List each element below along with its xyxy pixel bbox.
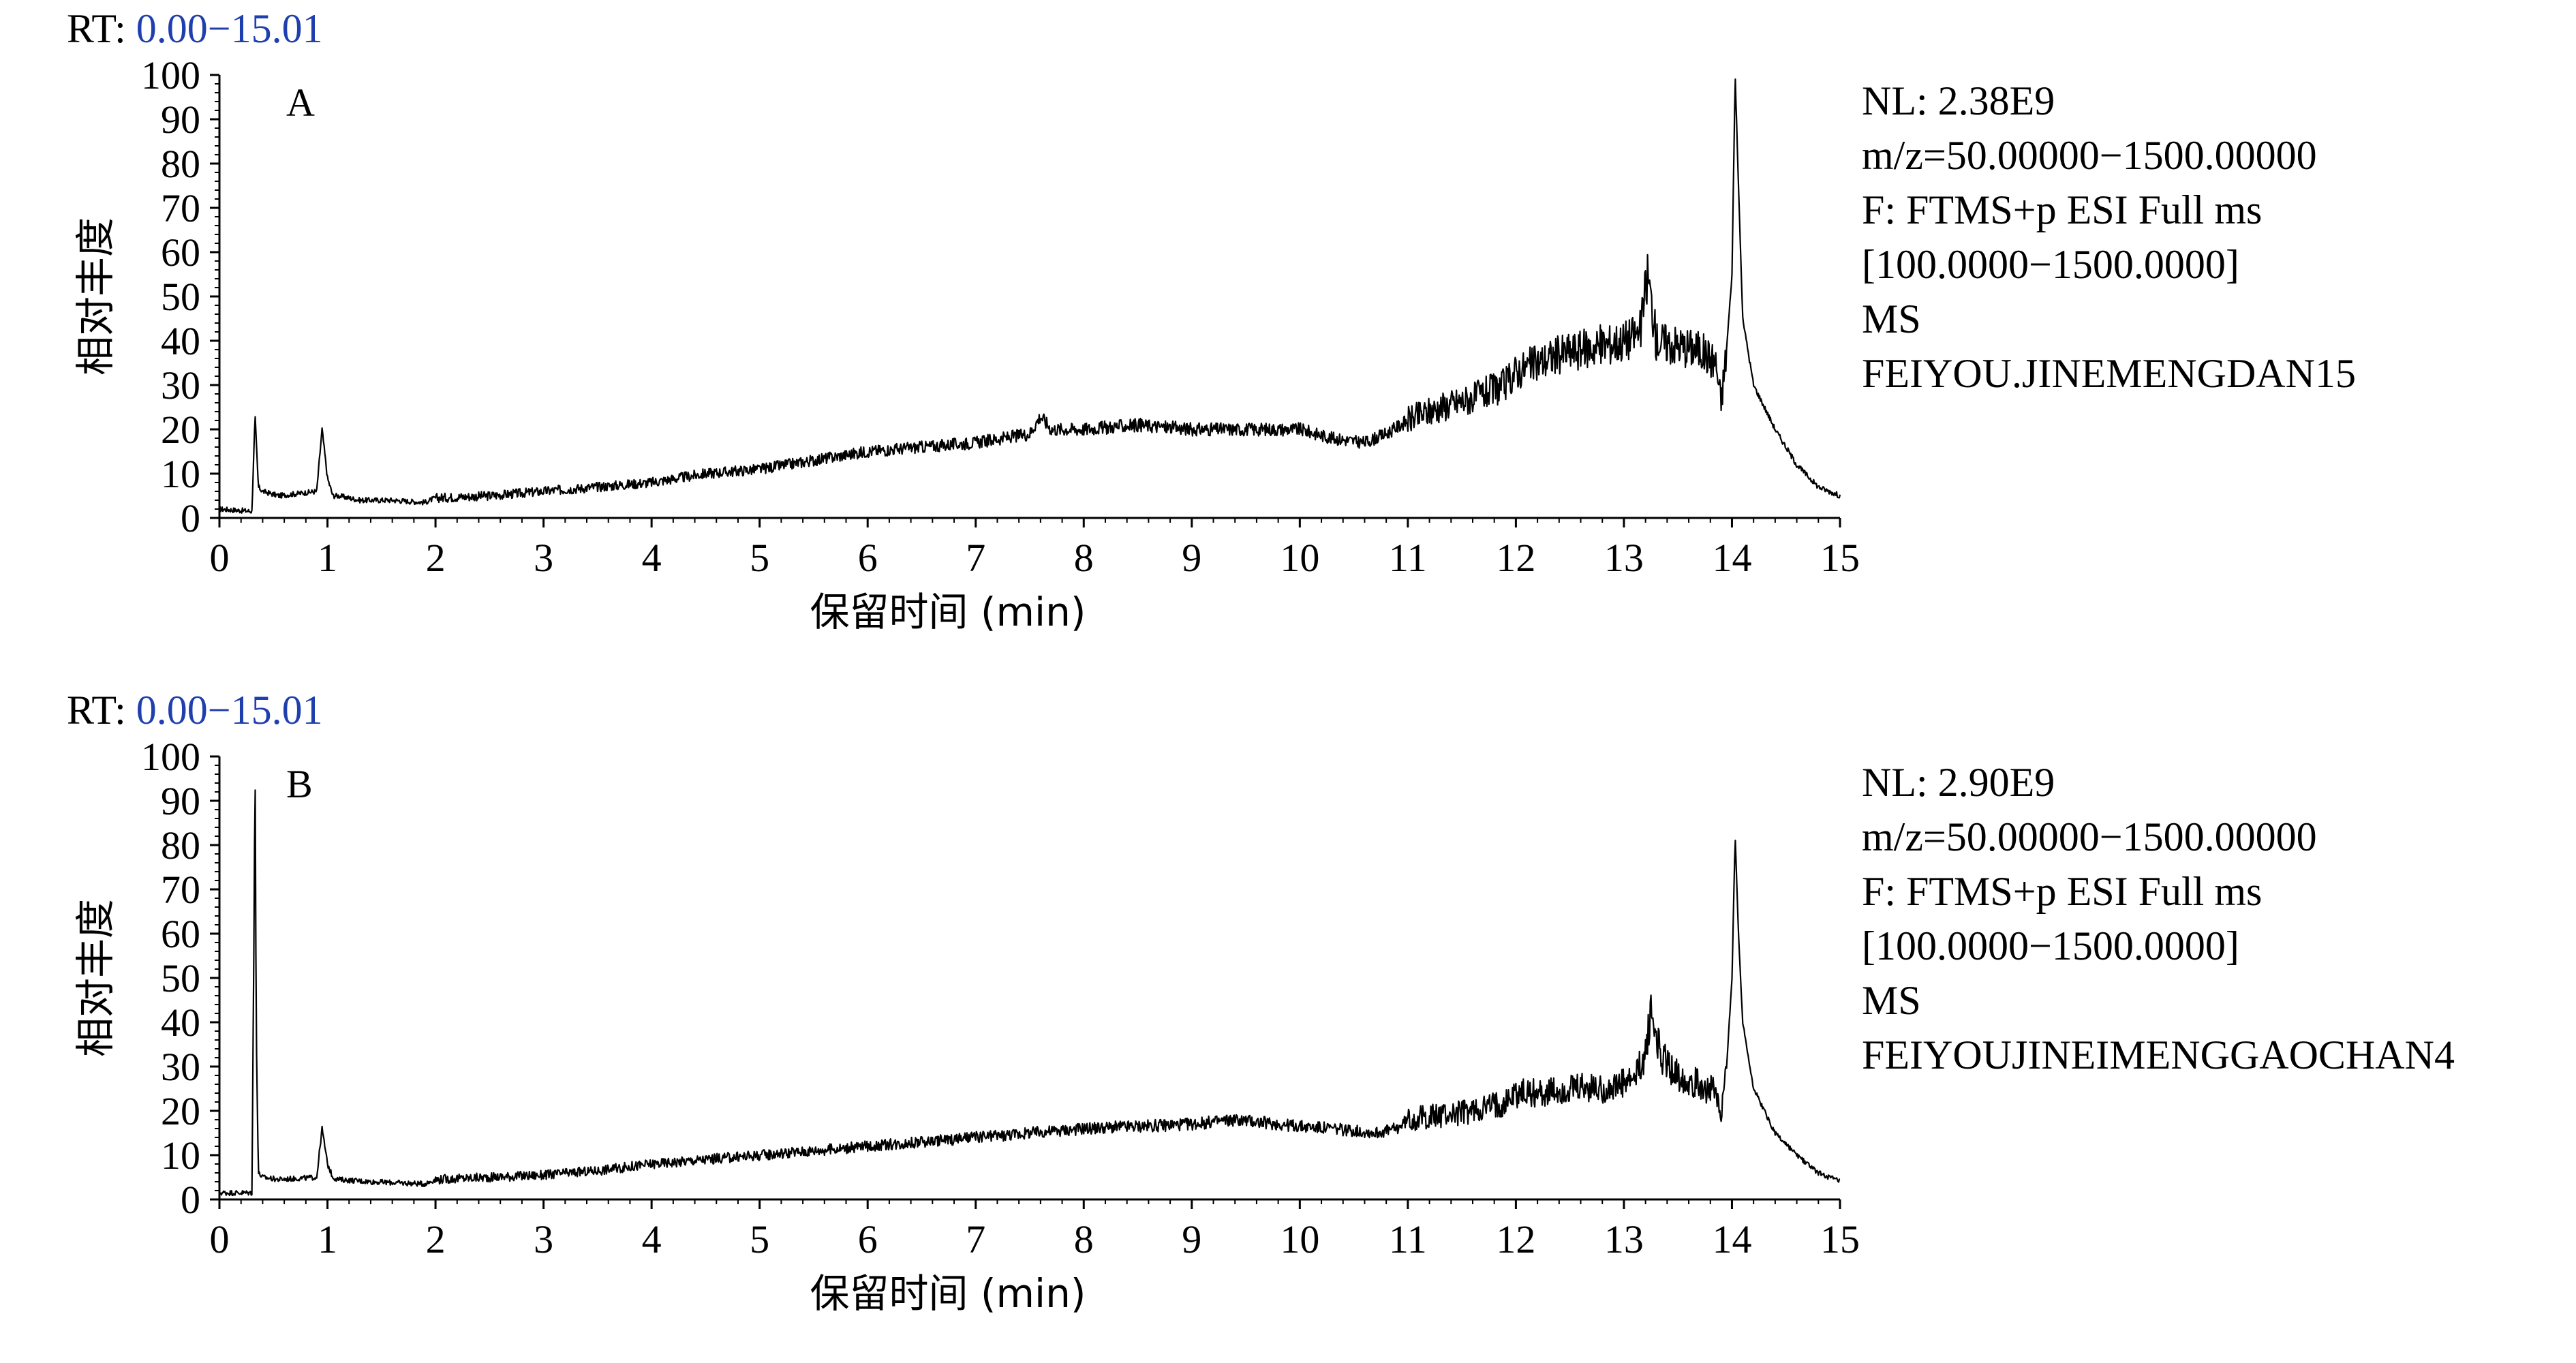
x-tick-label: 0 [210,1217,230,1261]
x-tick-label: 15 [1820,536,1860,580]
y-axis-title: 相对丰度 [72,899,119,1057]
y-tick-label: 10 [161,452,200,496]
x-tick-label: 10 [1280,536,1319,580]
y-tick-label: 100 [141,735,200,779]
x-tick-label: 8 [1074,536,1094,580]
y-tick-label: 40 [161,1000,200,1045]
x-tick-label: 5 [750,536,769,580]
x-axis-title: 保留时间 (min) [810,1270,1086,1317]
y-tick-label: 0 [181,496,200,540]
mz-range: m/z=50.00000−1500.00000 [1862,133,2317,178]
x-tick-label: 15 [1820,1217,1860,1261]
x-tick-label: 12 [1496,1217,1535,1261]
mz-range: m/z=50.00000−1500.00000 [1862,814,2317,859]
rt-range-label: RT: 0.00−15.01 [67,6,323,51]
y-tick-label: 80 [161,823,200,868]
y-tick-label: 60 [161,230,200,275]
chromatogram-trace [218,789,1841,1197]
x-tick-label: 12 [1496,536,1535,580]
scan-info-block: NL: 2.90E9 m/z=50.00000−1500.00000 F: FT… [1862,755,2455,1082]
y-tick-label: 0 [181,1178,200,1222]
x-tick-label: 11 [1389,536,1427,580]
x-tick-label: 0 [210,536,230,580]
chromatogram-trace [219,78,1841,514]
x-tick-label: 3 [534,536,553,580]
x-tick-label: 14 [1712,536,1751,580]
x-tick-label: 7 [966,536,985,580]
y-tick-label: 70 [161,868,200,912]
x-tick-label: 2 [426,536,446,580]
scan-info-block: NL: 2.38E9 m/z=50.00000−1500.00000 F: FT… [1862,74,2356,401]
x-tick-label: 7 [966,1217,985,1261]
x-tick-label: 1 [318,1217,337,1261]
y-tick-label: 30 [161,1045,200,1089]
chromatogram-panel-b: RT: 0.00−15.01 NL: 2.90E9 m/z=50.00000−1… [0,682,2576,1363]
x-axis-title: 保留时间 (min) [810,589,1086,635]
x-tick-label: 11 [1389,1217,1427,1261]
y-tick-label: 20 [161,408,200,452]
y-tick-label: 40 [161,319,200,363]
x-tick-label: 4 [642,536,662,580]
scan-filter: F: FTMS+p ESI Full ms [1862,869,2263,914]
sample-name: FEIYOU.JINEMENGDAN15 [1862,351,2356,396]
x-tick-label: 10 [1280,1217,1319,1261]
x-tick-label: 2 [426,1217,446,1261]
panel-letter: B [286,762,313,806]
scan-range: [100.0000−1500.0000] [1862,242,2239,287]
ms-level: MS [1862,978,1921,1023]
y-tick-label: 100 [141,53,200,97]
y-tick-label: 50 [161,956,200,1000]
x-tick-label: 3 [534,1217,553,1261]
y-tick-label: 50 [161,275,200,319]
y-axis-title: 相对丰度 [72,217,119,376]
y-tick-label: 20 [161,1089,200,1133]
y-tick-label: 80 [161,142,200,186]
x-tick-label: 1 [318,536,337,580]
x-tick-label: 5 [750,1217,769,1261]
panel-letter: A [286,80,315,125]
nl-value: NL: 2.38E9 [1862,78,2055,123]
x-tick-label: 6 [858,1217,878,1261]
x-tick-label: 13 [1604,536,1644,580]
x-tick-label: 8 [1074,1217,1094,1261]
y-tick-label: 10 [161,1133,200,1178]
y-tick-label: 30 [161,363,200,408]
y-tick-label: 70 [161,186,200,230]
y-tick-label: 90 [161,97,200,142]
nl-value: NL: 2.90E9 [1862,760,2055,805]
scan-filter: F: FTMS+p ESI Full ms [1862,187,2263,232]
x-tick-label: 13 [1604,1217,1644,1261]
x-tick-label: 14 [1712,1217,1751,1261]
rt-range-label: RT: 0.00−15.01 [67,688,323,733]
scan-range: [100.0000−1500.0000] [1862,923,2239,968]
chromatogram-panel-a: RT: 0.00−15.01 NL: 2.38E9 m/z=50.00000−1… [67,6,2356,635]
y-tick-label: 60 [161,912,200,956]
x-tick-label: 6 [858,536,878,580]
sample-name: FEIYOUJINEIMENGGAOCHAN4 [1862,1032,2455,1077]
x-tick-label: 9 [1182,1217,1201,1261]
x-tick-label: 4 [642,1217,662,1261]
y-tick-label: 90 [161,779,200,823]
x-tick-label: 9 [1182,536,1201,580]
ms-level: MS [1862,296,1921,341]
